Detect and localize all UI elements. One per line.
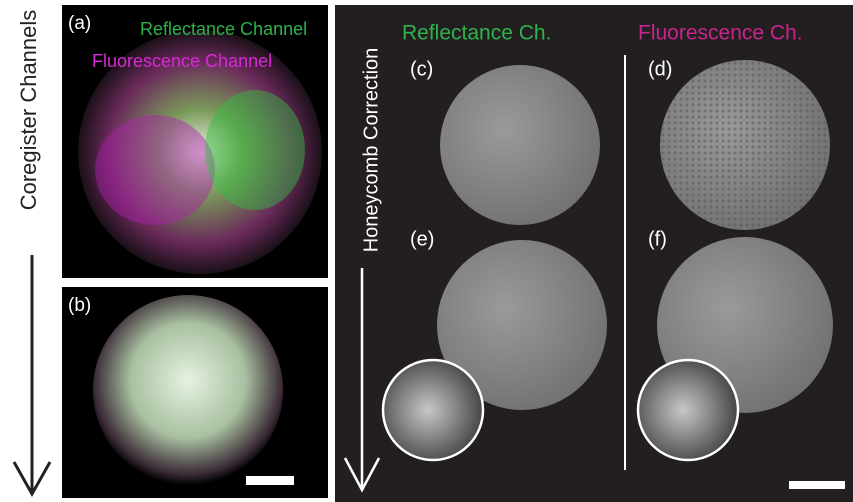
scale-bar bbox=[246, 476, 294, 485]
left-label: Coregister Channels bbox=[16, 10, 41, 211]
panel-label: (a) bbox=[68, 13, 91, 34]
honeycomb-texture bbox=[660, 60, 830, 230]
scale-bar bbox=[789, 481, 845, 489]
reflectance-overlay bbox=[205, 90, 305, 210]
reflectance-label: Reflectance Channel bbox=[140, 19, 307, 39]
image-circle bbox=[93, 295, 283, 485]
fluorescence-overlay bbox=[95, 115, 215, 225]
column-header: Fluorescence Ch. bbox=[638, 22, 803, 45]
panel-label: (d) bbox=[648, 58, 672, 80]
right-label: Honeycomb Correction bbox=[360, 48, 382, 253]
panel-label: (c) bbox=[410, 58, 433, 80]
fluorescence-label: Fluorescence Channel bbox=[92, 51, 272, 71]
panel-label: (b) bbox=[68, 295, 91, 316]
inset-circle bbox=[383, 360, 483, 460]
inset-circle bbox=[638, 360, 738, 460]
panel-label: (f) bbox=[648, 228, 667, 250]
page: Coregister Channels (a) Reflectance Chan… bbox=[0, 0, 853, 502]
panel-label: (e) bbox=[410, 228, 434, 250]
image-circle bbox=[440, 65, 600, 225]
column-header: Reflectance Ch. bbox=[402, 22, 551, 45]
figure: Coregister Channels (a) Reflectance Chan… bbox=[0, 0, 853, 502]
